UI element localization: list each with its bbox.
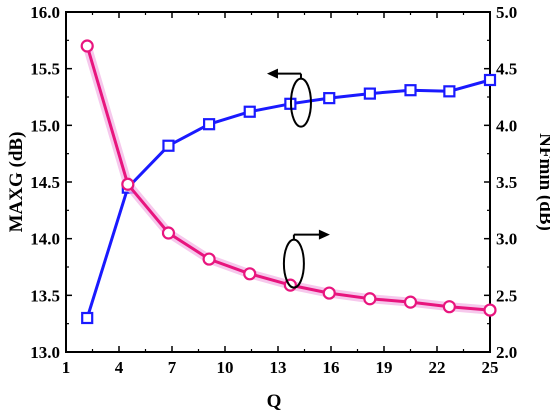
- series-1-point-2: [161, 226, 176, 240]
- x-tick-label-10: 10: [217, 358, 234, 377]
- y-left-tick-label-16.0: 16.0: [30, 3, 60, 22]
- series-1-glow: [82, 41, 495, 315]
- series-0-point-6: [323, 92, 336, 105]
- annotation-1-arrow-head: [318, 229, 330, 240]
- series-0-point-10: [483, 73, 497, 87]
- series-0-point-2: [162, 139, 175, 152]
- annotation-0-arrow-head: [266, 68, 278, 79]
- y-left-tick-label-14.5: 14.5: [30, 173, 60, 192]
- series-1-point-7: [363, 292, 377, 306]
- series-0-point-4: [243, 105, 256, 118]
- annotation-layer: [266, 68, 330, 289]
- x-axis-title: Q: [267, 391, 282, 412]
- x-tick-label-7: 7: [168, 358, 177, 377]
- y-right-tick-label-3.0: 3.0: [496, 230, 517, 249]
- y-right-tick-label-4.0: 4.0: [496, 116, 517, 135]
- series-0-point-9: [443, 85, 456, 98]
- series-0-point-0: [81, 311, 94, 325]
- y-left-tick-label-13.0: 13.0: [30, 343, 60, 362]
- x-tick-label-19: 19: [376, 358, 393, 377]
- series-1-point-1: [121, 177, 135, 191]
- series-1-point-3: [202, 252, 216, 266]
- x-tick-label-1: 1: [62, 358, 71, 377]
- y-left-axis-title: MAXG (dB): [6, 132, 27, 233]
- series-1-point-6: [322, 286, 336, 300]
- x-tick-label-13: 13: [270, 358, 287, 377]
- series-1-point-0: [80, 39, 94, 53]
- series-1-point-8: [403, 295, 418, 309]
- y-right-axis-title: NFmin (dB): [535, 133, 550, 231]
- series-0-point-7: [363, 87, 376, 100]
- series-0-point-8: [404, 84, 417, 97]
- x-tick-label-16: 16: [323, 358, 340, 377]
- series-layer: [80, 39, 497, 325]
- series-1-point-9: [442, 300, 456, 314]
- axes-layer: 1 4 7 10 13 16 19 22 25 13.0 13.5 14.0 14.5 15.0 15.5 1…: [30, 3, 517, 377]
- x-tick-label-22: 22: [429, 358, 446, 377]
- series-1-line: [85, 45, 491, 312]
- y-left-tick-label-13.5: 13.5: [30, 286, 60, 305]
- x-tick-label-25: 25: [482, 358, 499, 377]
- series-1-point-4: [243, 267, 257, 281]
- y-right-tick-label-2.0: 2.0: [496, 343, 517, 362]
- label-layer: Q MAXG (dB) NFmin (dB): [6, 132, 550, 412]
- y-right-tick-label-2.5: 2.5: [496, 286, 517, 305]
- y-right-tick-label-3.5: 3.5: [496, 173, 517, 192]
- y-left-tick-label-15.0: 15.0: [30, 116, 60, 135]
- y-left-tick-label-14.0: 14.0: [30, 230, 60, 249]
- y-left-tick-label-15.5: 15.5: [30, 60, 60, 79]
- y-right-tick-label-5.0: 5.0: [496, 3, 517, 22]
- y-right-tick-label-4.5: 4.5: [496, 60, 517, 79]
- x-tick-label-4: 4: [115, 358, 124, 377]
- series-1-point-10: [483, 303, 497, 317]
- series-0-point-3: [203, 118, 216, 131]
